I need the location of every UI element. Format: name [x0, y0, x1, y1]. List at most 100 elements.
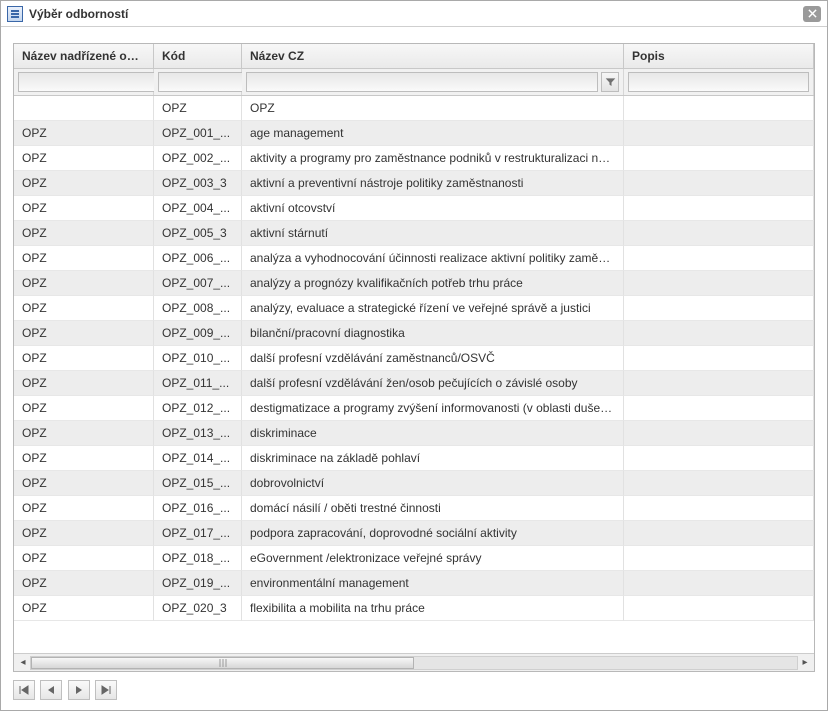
cell-name: age management	[242, 121, 624, 146]
cell-desc	[624, 96, 814, 121]
table-row[interactable]: OPZOPZ_001_...age management	[14, 121, 814, 146]
cell-name: analýza a vyhodnocování účinnosti realiz…	[242, 246, 624, 271]
cell-desc	[624, 596, 814, 621]
filter-row	[14, 69, 814, 96]
cell-name: OPZ	[242, 96, 624, 121]
table-row[interactable]: OPZOPZ_008_...analýzy, evaluace a strate…	[14, 296, 814, 321]
table-row[interactable]: OPZOPZ_016_...domácí násilí / oběti tres…	[14, 496, 814, 521]
next-icon	[74, 685, 84, 695]
table-row[interactable]: OPZOPZ_018_...eGovernment /elektronizace…	[14, 546, 814, 571]
filter-icon-name[interactable]	[601, 72, 619, 92]
cell-code: OPZ_015_...	[154, 471, 242, 496]
col-header-name[interactable]: Název CZ	[242, 44, 624, 69]
cell-code: OPZ_020_3	[154, 596, 242, 621]
cell-parent: OPZ	[14, 221, 154, 246]
cell-desc	[624, 271, 814, 296]
first-icon	[19, 685, 29, 695]
table-row[interactable]: OPZOPZ_003_3aktivní a preventivní nástro…	[14, 171, 814, 196]
col-header-parent[interactable]: Název nadřízené odbornosti	[14, 44, 154, 69]
cell-parent: OPZ	[14, 571, 154, 596]
cell-parent: OPZ	[14, 196, 154, 221]
cell-code: OPZ_014_...	[154, 446, 242, 471]
cell-name: aktivní stárnutí	[242, 221, 624, 246]
filter-cell-name	[242, 69, 624, 95]
h-scroll-track[interactable]	[30, 656, 798, 670]
filter-cell-code	[154, 69, 242, 95]
cell-parent: OPZ	[14, 271, 154, 296]
cell-parent: OPZ	[14, 346, 154, 371]
cell-desc	[624, 121, 814, 146]
cell-name: diskriminace	[242, 421, 624, 446]
table-row[interactable]: OPZOPZ_015_...dobrovolnictví	[14, 471, 814, 496]
table-row[interactable]: OPZOPZ_010_...další profesní vzdělávání …	[14, 346, 814, 371]
cell-name: analýzy, evaluace a strategické řízení v…	[242, 296, 624, 321]
pager-first-button[interactable]	[13, 680, 35, 700]
table-row[interactable]: OPZOPZ_009_...bilanční/pracovní diagnost…	[14, 321, 814, 346]
cell-code: OPZ_001_...	[154, 121, 242, 146]
cell-code: OPZ_016_...	[154, 496, 242, 521]
cell-parent: OPZ	[14, 171, 154, 196]
cell-code: OPZ_018_...	[154, 546, 242, 571]
cell-code: OPZ_006_...	[154, 246, 242, 271]
cell-name: další profesní vzdělávání žen/osob pečuj…	[242, 371, 624, 396]
cell-desc	[624, 171, 814, 196]
dialog-window: Výběr odborností Název nadřízené odborno…	[0, 0, 828, 711]
cell-desc	[624, 246, 814, 271]
cell-name: dobrovolnictví	[242, 471, 624, 496]
close-button[interactable]	[803, 6, 821, 22]
col-header-code[interactable]: Kód	[154, 44, 242, 69]
cell-desc	[624, 521, 814, 546]
cell-code: OPZ_005_3	[154, 221, 242, 246]
table-row[interactable]: OPZOPZ_007_...analýzy a prognózy kvalifi…	[14, 271, 814, 296]
table-row[interactable]: OPZOPZ_019_...environmentální management	[14, 571, 814, 596]
cell-desc	[624, 496, 814, 521]
cell-code: OPZ_009_...	[154, 321, 242, 346]
grid-body[interactable]: OPZOPZOPZOPZ_001_...age managementOPZOPZ…	[14, 96, 814, 653]
pager-prev-button[interactable]	[40, 680, 62, 700]
filter-cell-parent	[14, 69, 154, 95]
cell-name: bilanční/pracovní diagnostika	[242, 321, 624, 346]
cell-name: eGovernment /elektronizace veřejné správ…	[242, 546, 624, 571]
table-row[interactable]: OPZOPZ	[14, 96, 814, 121]
pager-next-button[interactable]	[68, 680, 90, 700]
cell-desc	[624, 371, 814, 396]
cell-code: OPZ_007_...	[154, 271, 242, 296]
h-scrollbar[interactable]: ◂ ▸	[14, 653, 814, 671]
table-row[interactable]: OPZOPZ_004_...aktivní otcovství	[14, 196, 814, 221]
cell-name: další profesní vzdělávání zaměstnanců/OS…	[242, 346, 624, 371]
filter-input-desc[interactable]	[628, 72, 809, 92]
scroll-left-icon[interactable]: ◂	[16, 656, 30, 670]
cell-desc	[624, 446, 814, 471]
cell-parent: OPZ	[14, 546, 154, 571]
cell-desc	[624, 571, 814, 596]
table-row[interactable]: OPZOPZ_020_3flexibilita a mobilita na tr…	[14, 596, 814, 621]
cell-parent: OPZ	[14, 296, 154, 321]
cell-code: OPZ_019_...	[154, 571, 242, 596]
table-row[interactable]: OPZOPZ_012_...destigmatizace a programy …	[14, 396, 814, 421]
table-row[interactable]: OPZOPZ_005_3aktivní stárnutí	[14, 221, 814, 246]
cell-name: analýzy a prognózy kvalifikačních potřeb…	[242, 271, 624, 296]
table-row[interactable]: OPZOPZ_011_...další profesní vzdělávání …	[14, 371, 814, 396]
table-row[interactable]: OPZOPZ_006_...analýza a vyhodnocování úč…	[14, 246, 814, 271]
table-row[interactable]: OPZOPZ_017_...podpora zapracování, dopro…	[14, 521, 814, 546]
scroll-right-icon[interactable]: ▸	[798, 656, 812, 670]
table-row[interactable]: OPZOPZ_002_...aktivity a programy pro za…	[14, 146, 814, 171]
cell-code: OPZ_012_...	[154, 396, 242, 421]
content: Název nadřízené odbornosti Kód Název CZ …	[1, 27, 827, 710]
table-row[interactable]: OPZOPZ_014_...diskriminace na základě po…	[14, 446, 814, 471]
data-grid: Název nadřízené odbornosti Kód Název CZ …	[13, 43, 815, 672]
cell-desc	[624, 321, 814, 346]
h-scroll-thumb[interactable]	[31, 657, 414, 669]
filter-input-name[interactable]	[246, 72, 598, 92]
cell-code: OPZ_017_...	[154, 521, 242, 546]
table-row[interactable]: OPZOPZ_013_...diskriminace	[14, 421, 814, 446]
cell-name: aktivní a preventivní nástroje politiky …	[242, 171, 624, 196]
cell-parent: OPZ	[14, 446, 154, 471]
cell-name: domácí násilí / oběti trestné činnosti	[242, 496, 624, 521]
cell-parent: OPZ	[14, 421, 154, 446]
cell-code: OPZ_004_...	[154, 196, 242, 221]
col-header-desc[interactable]: Popis	[624, 44, 814, 69]
cell-name: environmentální management	[242, 571, 624, 596]
pager-last-button[interactable]	[95, 680, 117, 700]
cell-desc	[624, 196, 814, 221]
